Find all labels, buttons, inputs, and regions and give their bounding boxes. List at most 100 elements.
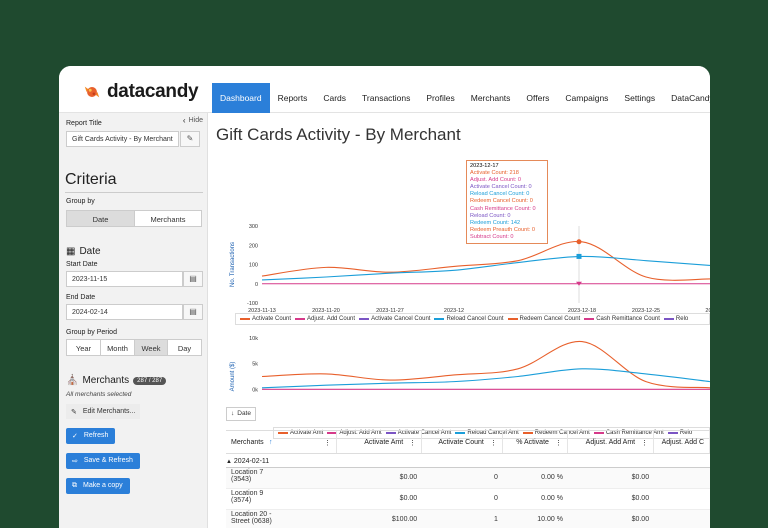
tooltip-line: Redeem Cancel Count: 0 <box>470 198 533 205</box>
legend-swatch <box>667 432 678 434</box>
table-cell: 0 <box>493 474 498 481</box>
report-title-input[interactable]: Gift Cards Activity - By Merchant <box>66 131 179 147</box>
table-row[interactable]: Location 7 (3543) $0.00 0 0.00 % $0.00 <box>226 468 710 489</box>
period-month-option[interactable]: Month <box>101 340 135 355</box>
end-date-input[interactable]: 2024-02-14 <box>66 304 183 320</box>
table-cell: $0.00 <box>399 474 418 481</box>
legend-item[interactable]: Adjust. Add Amt <box>327 430 382 436</box>
column-menu-icon[interactable]: ⋮ <box>323 440 331 447</box>
y-axis-label: No. Transactions <box>230 242 236 287</box>
nav-item-transactions[interactable]: Transactions <box>362 93 411 103</box>
legend-label: Activate Count <box>252 316 292 322</box>
merchants-heading-text: Merchants <box>82 375 130 386</box>
group-row[interactable]: ▲ 2024-02-11 <box>226 454 710 468</box>
legend-item[interactable]: Redeem Cancel Count <box>507 316 580 322</box>
nav-item-settings[interactable]: Settings <box>624 93 656 103</box>
nav-item-cards[interactable]: Cards <box>323 93 347 103</box>
column-header[interactable]: Activate Count ⋮ <box>422 431 503 453</box>
main-nav: Dashboard Reports Cards Transactions Profile… <box>212 83 710 113</box>
legend-swatch <box>584 318 595 320</box>
legend-item[interactable]: Relo <box>663 316 688 322</box>
save-refresh-button[interactable]: ⇨ Save & Refresh <box>66 453 140 469</box>
nav-item-datacandy[interactable]: DataCandy <box>671 93 710 103</box>
legend-item[interactable]: Cash Remittance Count <box>584 316 660 322</box>
legend-item[interactable]: Relo <box>667 430 693 436</box>
nav-item-dashboard[interactable]: Dashboard <box>212 83 270 113</box>
column-header-label: Adjust. Add C <box>661 439 705 446</box>
table-row[interactable]: Location 20 - Street (0638) $100.00 1 10.00 … <box>226 510 710 528</box>
legend-label: Relo <box>679 430 693 436</box>
group-by-label: Group by <box>66 198 95 205</box>
date-group-chip[interactable]: ↓ Date <box>226 407 256 421</box>
column-menu-icon[interactable]: ⋮ <box>489 440 497 447</box>
x-tick-label: 2023-11-20 <box>312 308 340 314</box>
period-year-option[interactable]: Year <box>67 340 101 355</box>
legend-item[interactable]: Activate Count <box>240 316 291 322</box>
start-date-picker-button[interactable]: ▤ <box>183 271 203 287</box>
nav-item-reports[interactable]: Reports <box>277 93 308 103</box>
column-header[interactable]: Adjust. Add Amt ⋮ <box>568 431 655 453</box>
legend-item[interactable]: Activate Cancel Amt <box>385 430 451 436</box>
table-row[interactable]: Location 9 (3574) $0.00 0 0.00 % $0.00 <box>226 489 710 510</box>
nav-item-campaigns[interactable]: Campaigns <box>565 93 609 103</box>
tooltip-line: Reload Cancel Count: 0 <box>470 191 530 198</box>
check-icon: ✓ <box>72 433 78 440</box>
legend-item[interactable]: Adjust. Add Count <box>295 316 355 322</box>
column-header[interactable]: Adjust. Add C <box>654 431 710 453</box>
edit-merchants-button[interactable]: ✎ Edit Merchants... <box>66 404 141 419</box>
hide-sidebar-button[interactable]: ‹ Hide <box>183 116 203 125</box>
x-tick-label: 2023-12-18 <box>568 308 596 314</box>
pencil-icon: ✎ <box>186 134 194 143</box>
group-by-merchants-option[interactable]: Merchants <box>150 215 186 224</box>
nav-item-offers[interactable]: Offers <box>526 93 550 103</box>
refresh-button[interactable]: ✓ Refresh <box>66 428 116 444</box>
merchant-name: Location 20 - <box>231 511 272 518</box>
calendar-icon: ▦ <box>66 246 76 257</box>
y-tick-label: 0k <box>252 387 258 393</box>
logo[interactable]: datacandy <box>83 81 199 103</box>
save-refresh-label: Save & Refresh <box>83 457 133 464</box>
legend-item[interactable]: Activate Cancel Count <box>359 316 430 322</box>
merchant-name: Location 7 <box>231 469 264 476</box>
tooltip-line: Redeem Preauth Count: 0 <box>470 226 535 233</box>
sidebar: Report Title ‹ Hide Gift Cards Activity … <box>59 113 208 528</box>
merchant-id: (3574) <box>231 497 252 504</box>
legend-swatch <box>359 318 370 320</box>
legend-label: Cash Remittance Count <box>596 316 660 322</box>
legend-item[interactable]: Redeem Cancel Amt <box>522 430 590 436</box>
nav-item-profiles[interactable]: Profiles <box>426 93 455 103</box>
legend-swatch <box>455 432 466 434</box>
legend-swatch <box>295 318 306 320</box>
start-date-input[interactable]: 2023-11-15 <box>66 271 183 287</box>
y-tick-label: 5k <box>252 362 258 368</box>
legend-item[interactable]: Cash Remittance Amt <box>593 430 664 436</box>
column-menu-icon[interactable]: ⋮ <box>554 440 562 447</box>
column-menu-icon[interactable]: ⋮ <box>641 440 649 447</box>
table-cell: Location 20 - Street (0638) <box>226 510 337 528</box>
tooltip-line: Subtract Count: 0 <box>470 233 514 240</box>
group-by-date-option[interactable]: Date <box>67 211 135 226</box>
column-header[interactable]: % Activate ⋮ <box>503 431 568 453</box>
legend-item[interactable]: Reload Cancel Count <box>434 316 504 322</box>
edit-merchants-label: Edit Merchants... <box>82 408 136 415</box>
end-date-label: End Date <box>66 294 96 301</box>
make-copy-button[interactable]: ⧉ Make a copy <box>66 478 130 494</box>
y-tick-label: 10k <box>249 336 258 342</box>
series-line <box>261 255 710 281</box>
app-window: datacandy Dashboard Reports Cards Transacti… <box>59 66 710 528</box>
series-line <box>261 341 710 389</box>
column-menu-icon[interactable]: ⋮ <box>409 440 417 447</box>
edit-title-button[interactable]: ✎ <box>180 131 200 147</box>
report-title-label: Report Title <box>66 120 102 127</box>
column-header[interactable]: Activate Amt ⋮ <box>337 431 423 453</box>
merchant-id: Street (0638) <box>231 518 272 525</box>
period-day-option[interactable]: Day <box>177 344 192 353</box>
end-date-picker-button[interactable]: ▤ <box>183 304 203 320</box>
column-header[interactable]: Merchants ↑ ⋮ <box>226 431 337 453</box>
period-week-option[interactable]: Week <box>135 340 168 355</box>
nav-item-merchants[interactable]: Merchants <box>470 93 511 103</box>
series-line <box>261 241 710 281</box>
legend-item[interactable]: Reload Cancel Amt <box>455 430 519 436</box>
legend-item[interactable]: Activate Amt <box>278 430 323 436</box>
table-cell: $0.00 <box>399 495 418 502</box>
